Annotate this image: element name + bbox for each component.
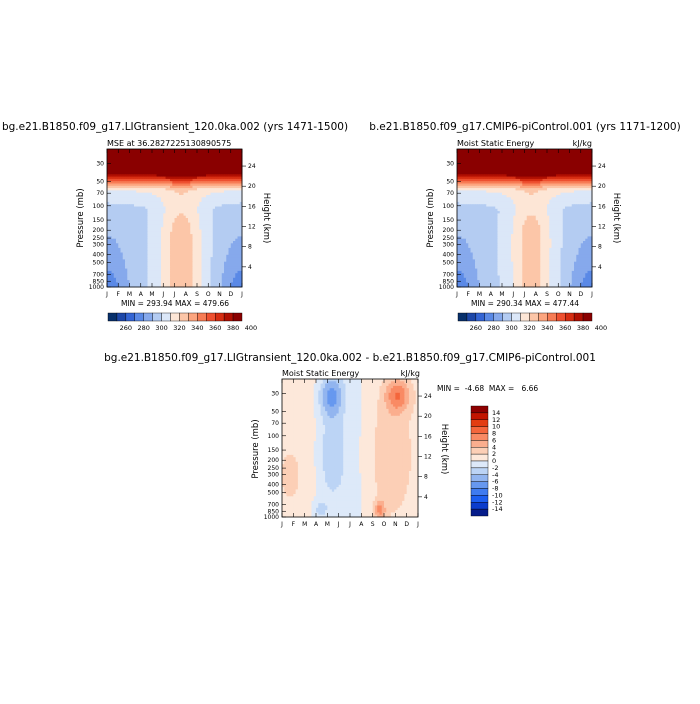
x-tick-label: M <box>127 291 132 298</box>
colorbar-swatch <box>108 313 117 321</box>
y-tick-label: 30 <box>96 160 104 167</box>
panel-title: bg.e21.B1850.f09_g17.LIGtransient_120.0k… <box>2 121 348 133</box>
y2-tick-label: 24 <box>248 163 256 170</box>
colorbar-label: 300 <box>155 324 167 332</box>
colorbar-label: 260 <box>120 324 132 332</box>
panel-lig-transient: bg.e21.B1850.f09_g17.LIGtransient_120.0k… <box>2 121 348 332</box>
panel-right-label: kJ/kg <box>573 139 592 148</box>
y2-tick-label: 20 <box>248 183 256 190</box>
y-tick-label: 400 <box>93 252 105 259</box>
x-tick-label: S <box>195 291 199 298</box>
x-tick-label: F <box>117 291 121 298</box>
colorbar-label: 280 <box>138 324 150 332</box>
x-tick-label: J <box>161 291 164 298</box>
colorbar-swatch <box>153 313 162 321</box>
colorbar-swatch <box>162 313 171 321</box>
y2-tick-label: 4 <box>248 264 252 271</box>
y-tick-label: 150 <box>93 217 105 224</box>
colorbar-swatch <box>233 313 242 321</box>
x-tick-label: J <box>105 291 108 298</box>
x-tick-label: O <box>206 291 211 298</box>
colorbar-swatch <box>206 313 215 321</box>
x-tick-label: J <box>240 291 243 298</box>
panel-title: b.e21.B1850.f09_g17.CMIP6-piControl.001 … <box>369 121 680 133</box>
colorbar-swatch <box>224 313 233 321</box>
colorbar-swatch <box>117 313 126 321</box>
colorbar-swatch <box>179 313 188 321</box>
y2-tick-label: 16 <box>248 203 256 210</box>
y-tick-label: 500 <box>93 260 105 267</box>
y-tick-label: 70 <box>96 190 104 197</box>
colorbar-swatch <box>197 313 206 321</box>
colorbar-swatch <box>135 313 144 321</box>
y2-axis-label: Height (km) <box>261 193 271 244</box>
colorbar-swatch <box>188 313 197 321</box>
panel-left-label: Moist Static Energy <box>457 139 535 148</box>
x-tick-label: N <box>217 291 222 298</box>
colorbar-swatch <box>171 313 180 321</box>
x-tick-label: J <box>173 291 176 298</box>
colorbar-label: 400 <box>245 324 257 332</box>
panel-picontrol: b.e21.B1850.f09_g17.CMIP6-piControl.001 … <box>369 121 680 332</box>
colorbar-swatch <box>215 313 224 321</box>
y-axis-label: Pressure (mb) <box>76 188 86 247</box>
x-tick-label: M <box>149 291 154 298</box>
colorbar-label: 320 <box>173 324 185 332</box>
colorbar-label: 380 <box>227 324 239 332</box>
y-tick-label: 1000 <box>89 284 104 291</box>
y2-tick-label: 8 <box>248 244 252 251</box>
y2-tick-label: 12 <box>248 224 256 231</box>
x-tick-label: D <box>228 291 233 298</box>
stats-label: MIN = 293.94 MAX = 479.66 <box>121 299 229 308</box>
y-tick-label: 200 <box>93 227 105 234</box>
x-tick-label: A <box>184 291 189 298</box>
colorbar-swatch <box>144 313 153 321</box>
y-tick-label: 50 <box>96 178 104 185</box>
x-tick-label: A <box>139 291 144 298</box>
y-tick-label: 300 <box>93 242 105 249</box>
y-tick-label: 100 <box>93 203 105 210</box>
panel-left-label: MSE at 36.2827225130890575 <box>107 139 231 148</box>
colorbar-label: 360 <box>209 324 221 332</box>
colorbar: 260 280 300 320 340 360 380 400 <box>108 313 257 332</box>
colorbar-label: 340 <box>191 324 203 332</box>
colorbar-swatch <box>126 313 135 321</box>
